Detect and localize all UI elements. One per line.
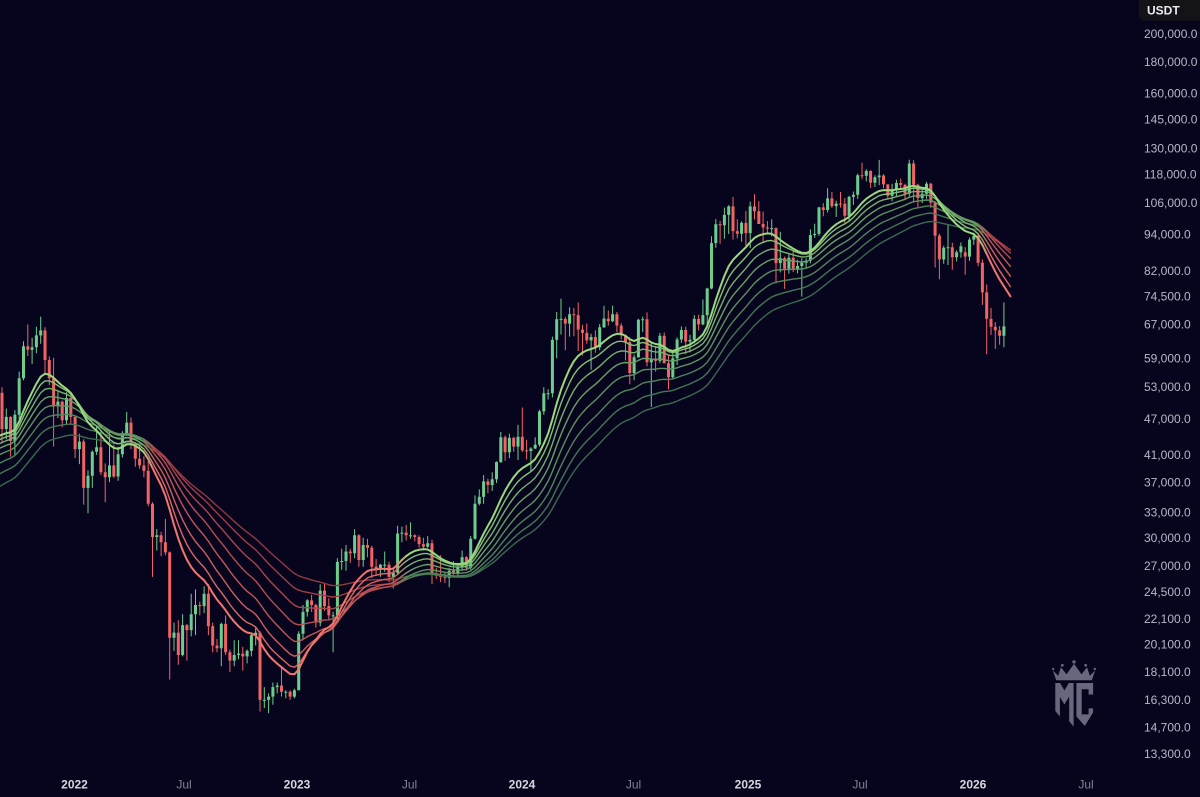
svg-text:2023: 2023	[284, 778, 311, 792]
svg-text:2024: 2024	[509, 778, 536, 792]
svg-text:47,000.0: 47,000.0	[1144, 412, 1191, 426]
svg-text:74,500.0: 74,500.0	[1144, 290, 1191, 304]
svg-text:37,000.0: 37,000.0	[1144, 475, 1191, 489]
svg-text:200,000.0: 200,000.0	[1144, 27, 1198, 41]
svg-text:Jul: Jul	[852, 778, 867, 792]
svg-text:41,000.0: 41,000.0	[1144, 448, 1191, 462]
svg-text:Jul: Jul	[402, 778, 417, 792]
svg-text:Jul: Jul	[1078, 778, 1093, 792]
svg-text:Jul: Jul	[176, 778, 191, 792]
svg-text:33,000.0: 33,000.0	[1144, 506, 1191, 520]
svg-text:14,700.0: 14,700.0	[1144, 721, 1191, 735]
svg-text:2025: 2025	[735, 778, 762, 792]
svg-text:30,000.0: 30,000.0	[1144, 531, 1191, 545]
svg-text:20,100.0: 20,100.0	[1144, 637, 1191, 651]
svg-text:145,000.0: 145,000.0	[1144, 113, 1198, 127]
svg-text:180,000.0: 180,000.0	[1144, 55, 1198, 69]
svg-text:106,000.0: 106,000.0	[1144, 196, 1198, 210]
svg-text:53,000.0: 53,000.0	[1144, 380, 1191, 394]
svg-text:82,000.0: 82,000.0	[1144, 264, 1191, 278]
svg-text:USDT: USDT	[1147, 4, 1180, 18]
svg-text:Jul: Jul	[626, 778, 641, 792]
svg-text:13,300.0: 13,300.0	[1144, 747, 1191, 761]
svg-text:118,000.0: 118,000.0	[1144, 167, 1197, 181]
svg-text:2026: 2026	[960, 778, 987, 792]
svg-text:24,500.0: 24,500.0	[1144, 585, 1191, 599]
svg-text:27,000.0: 27,000.0	[1144, 559, 1191, 573]
svg-text:2022: 2022	[61, 778, 88, 792]
svg-text:67,000.0: 67,000.0	[1144, 318, 1191, 332]
svg-text:94,000.0: 94,000.0	[1144, 228, 1191, 242]
svg-text:59,000.0: 59,000.0	[1144, 351, 1191, 365]
svg-text:160,000.0: 160,000.0	[1144, 86, 1198, 100]
svg-text:130,000.0: 130,000.0	[1144, 142, 1198, 156]
svg-text:16,300.0: 16,300.0	[1144, 693, 1191, 707]
svg-text:22,100.0: 22,100.0	[1144, 612, 1191, 626]
svg-text:18,100.0: 18,100.0	[1144, 665, 1191, 679]
